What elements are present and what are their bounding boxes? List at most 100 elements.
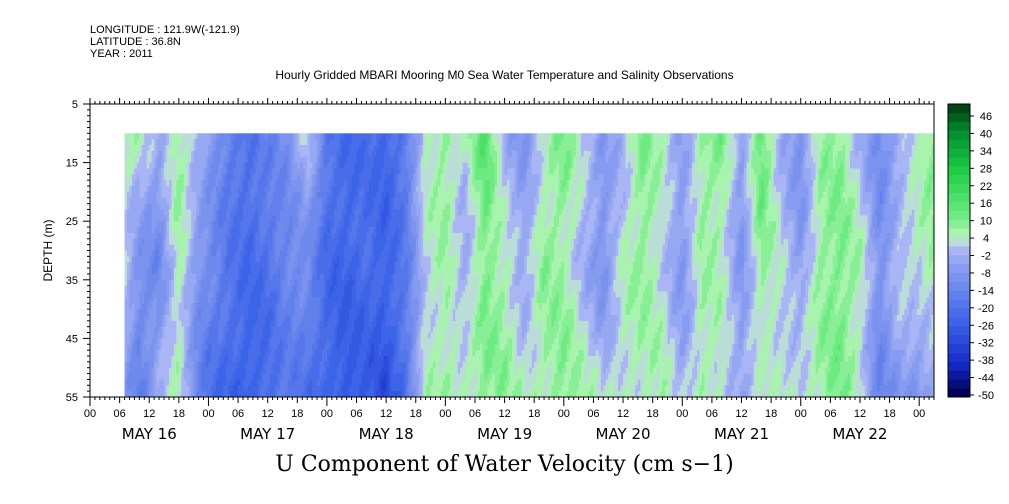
heatmap-cell bbox=[205, 244, 209, 251]
heatmap-cell bbox=[245, 174, 249, 181]
heatmap-cell bbox=[299, 344, 303, 351]
heatmap-cell bbox=[363, 209, 367, 216]
heatmap-cell bbox=[255, 355, 259, 363]
heatmap-cell bbox=[371, 238, 375, 246]
heatmap-cell bbox=[363, 355, 367, 363]
heatmap-cell bbox=[183, 309, 187, 316]
heatmap-cell bbox=[354, 355, 357, 363]
heatmap-cell bbox=[159, 320, 162, 328]
heatmap-cell bbox=[284, 285, 288, 292]
heatmap-cell bbox=[349, 303, 352, 310]
longitude-label: LONGITUDE : 121.9W(-121.9) bbox=[90, 24, 240, 36]
heatmap-cell bbox=[223, 145, 227, 152]
heatmap-cell bbox=[378, 338, 382, 345]
heatmap-cell bbox=[363, 232, 367, 240]
heatmap-cell bbox=[183, 139, 187, 146]
heatmap-cell bbox=[331, 320, 335, 328]
heatmap-cell bbox=[252, 256, 256, 263]
heatmap-cell bbox=[243, 361, 246, 369]
heatmap-cell bbox=[356, 174, 360, 181]
heatmap-cell bbox=[225, 262, 229, 269]
heatmap-cell bbox=[272, 338, 276, 345]
heatmap-cell bbox=[255, 232, 259, 240]
heatmap-cell bbox=[270, 156, 274, 163]
heatmap-cell bbox=[341, 215, 345, 222]
heatmap-cell bbox=[272, 379, 276, 386]
heatmap-cell bbox=[193, 320, 197, 328]
heatmap-cell bbox=[331, 344, 335, 351]
heatmap-cell bbox=[151, 379, 155, 386]
heatmap-cell bbox=[178, 344, 182, 351]
heatmap-cell bbox=[196, 309, 199, 316]
heatmap-cell bbox=[280, 139, 283, 146]
heatmap-cell bbox=[344, 297, 348, 304]
heatmap-cell bbox=[336, 250, 340, 257]
heatmap-cell bbox=[203, 332, 207, 339]
heatmap-cell bbox=[267, 361, 271, 369]
heatmap-cell bbox=[388, 355, 392, 363]
heatmap-cell bbox=[309, 268, 313, 275]
heatmap-cell bbox=[252, 344, 256, 351]
heatmap-cell bbox=[351, 209, 355, 216]
heatmap-cell bbox=[154, 139, 158, 146]
heatmap-cell bbox=[129, 156, 133, 163]
heatmap-cell bbox=[358, 285, 362, 292]
heatmap-cell bbox=[240, 314, 244, 322]
heatmap-cell bbox=[356, 139, 360, 146]
heatmap-cell bbox=[223, 156, 227, 163]
heatmap-cell bbox=[262, 238, 266, 246]
heatmap-cell bbox=[159, 314, 162, 322]
heatmap-cell bbox=[326, 244, 330, 251]
heatmap-cell bbox=[166, 355, 170, 363]
heatmap-cell bbox=[336, 279, 340, 287]
heatmap-cell bbox=[346, 297, 350, 304]
heatmap-cell bbox=[386, 250, 390, 257]
heatmap-cell bbox=[272, 361, 276, 369]
heatmap-cell bbox=[161, 215, 165, 222]
heatmap-cell bbox=[228, 367, 232, 374]
heatmap-cell bbox=[134, 162, 138, 169]
heatmap-cell bbox=[302, 367, 306, 374]
heatmap-cell bbox=[282, 197, 286, 205]
heatmap-cell bbox=[292, 186, 296, 193]
heatmap-cell bbox=[275, 373, 278, 380]
heatmap-cell bbox=[386, 350, 390, 357]
heatmap-cell bbox=[282, 332, 286, 339]
heatmap-cell bbox=[257, 256, 261, 263]
variable-label: U Component of Water Velocity (cm s−1) bbox=[275, 452, 734, 477]
heatmap-cell bbox=[297, 262, 301, 269]
heatmap-cell bbox=[171, 279, 175, 287]
heatmap-cell bbox=[329, 309, 333, 316]
heatmap-cell bbox=[361, 232, 365, 240]
heatmap-cell bbox=[233, 297, 236, 304]
heatmap-cell bbox=[393, 156, 397, 163]
heatmap-cell bbox=[208, 273, 212, 281]
heatmap-cell bbox=[292, 191, 296, 199]
heatmap-cell bbox=[329, 156, 333, 163]
heatmap-cell bbox=[292, 338, 296, 345]
heatmap-cell bbox=[346, 209, 350, 216]
heatmap-cell bbox=[124, 232, 128, 240]
heatmap-cell bbox=[144, 350, 148, 357]
heatmap-cell bbox=[361, 320, 365, 328]
heatmap-cell bbox=[205, 191, 209, 199]
heatmap-cell bbox=[250, 332, 254, 339]
heatmap-cell bbox=[270, 338, 274, 345]
heatmap-cell bbox=[205, 373, 209, 380]
heatmap-cell bbox=[386, 355, 390, 363]
heatmap-cell bbox=[127, 338, 130, 345]
heatmap-cell bbox=[326, 232, 330, 240]
heatmap-cell bbox=[341, 338, 345, 345]
heatmap-cell bbox=[245, 262, 249, 269]
heatmap-cell bbox=[324, 303, 328, 310]
heatmap-cell bbox=[154, 314, 158, 322]
heatmap-cell bbox=[176, 379, 180, 386]
heatmap-cell bbox=[247, 145, 251, 152]
heatmap-cell bbox=[183, 244, 187, 251]
heatmap-cell bbox=[228, 174, 232, 181]
heatmap-cell bbox=[230, 250, 234, 257]
heatmap-cell bbox=[262, 197, 266, 205]
heatmap-cell bbox=[341, 379, 345, 386]
heatmap-cell bbox=[272, 291, 276, 298]
heatmap-cell bbox=[208, 145, 212, 152]
